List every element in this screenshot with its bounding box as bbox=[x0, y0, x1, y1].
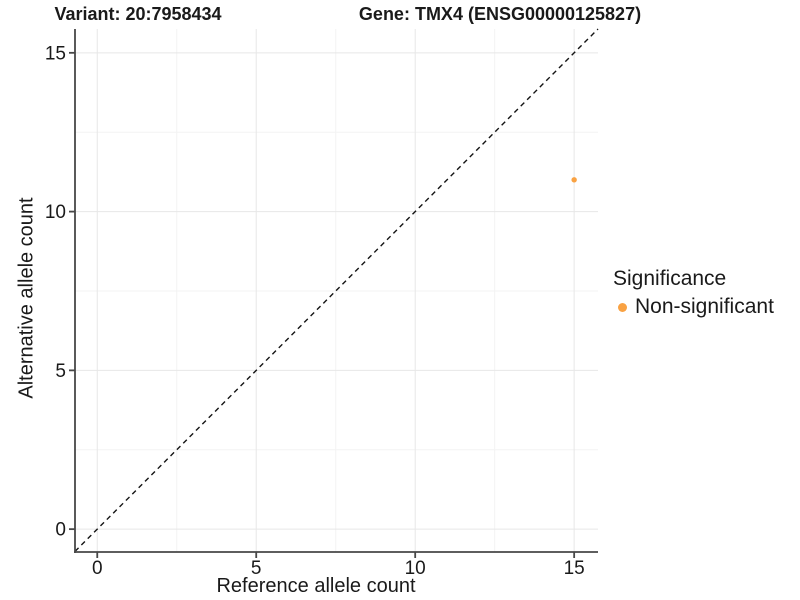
identity-line bbox=[74, 28, 599, 552]
x-axis-title: Reference allele count bbox=[216, 575, 416, 597]
legend-title: Significance bbox=[613, 267, 727, 290]
x-tick-label: 15 bbox=[564, 558, 585, 579]
legend-item: Non-significant bbox=[613, 295, 774, 319]
plot-title-gene: Gene: TMX4 (ENSG00000125827) bbox=[358, 4, 642, 24]
y-tick-label: 15 bbox=[45, 43, 66, 64]
y-tick-label: 10 bbox=[45, 202, 66, 223]
x-tick-label: 10 bbox=[405, 558, 426, 579]
x-tick-label: 0 bbox=[92, 558, 103, 579]
legend-item-label: Non-significant bbox=[635, 295, 774, 318]
legend: Significance Non-significant bbox=[613, 267, 774, 319]
data-point bbox=[571, 177, 577, 183]
y-tick-label: 0 bbox=[55, 520, 66, 541]
y-axis-title: Alternative allele count bbox=[15, 197, 38, 399]
legend-dot-icon bbox=[618, 302, 627, 312]
plot-title-variant: Variant: 20:7958434 bbox=[54, 4, 222, 24]
y-tick-label: 5 bbox=[55, 361, 66, 382]
x-tick-label: 5 bbox=[251, 558, 262, 579]
